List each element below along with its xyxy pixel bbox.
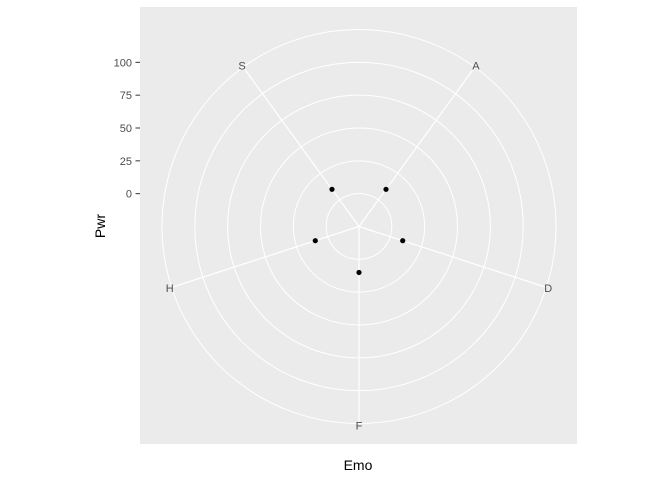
y-tick-label: 100 (114, 57, 132, 69)
category-label-d: D (544, 283, 552, 295)
category-labels: A D F H S (166, 61, 553, 433)
spoke-layer (171, 66, 547, 424)
data-point-s (329, 186, 335, 192)
y-tick-label: 50 (120, 123, 132, 135)
y-axis-ticks: 0 25 50 75 100 (114, 57, 140, 201)
point-layer (312, 186, 406, 276)
category-label-f: F (356, 421, 363, 433)
spoke-a (358, 66, 476, 227)
category-label-s: S (238, 61, 245, 73)
y-axis-title: Pwr (92, 214, 108, 238)
data-point-d (400, 238, 406, 244)
spoke-s (242, 66, 360, 227)
category-label-h: H (166, 283, 174, 295)
data-point-h (312, 238, 318, 244)
y-tick-label: 0 (126, 189, 132, 201)
data-point-f (356, 269, 362, 276)
data-point-a (383, 186, 389, 192)
x-axis-title: Emo (344, 457, 373, 473)
spoke-d (358, 225, 547, 288)
y-tick-label: 25 (120, 156, 132, 168)
spoke-h (171, 225, 360, 288)
y-tick-label: 75 (120, 90, 132, 102)
category-label-a: A (472, 61, 480, 73)
